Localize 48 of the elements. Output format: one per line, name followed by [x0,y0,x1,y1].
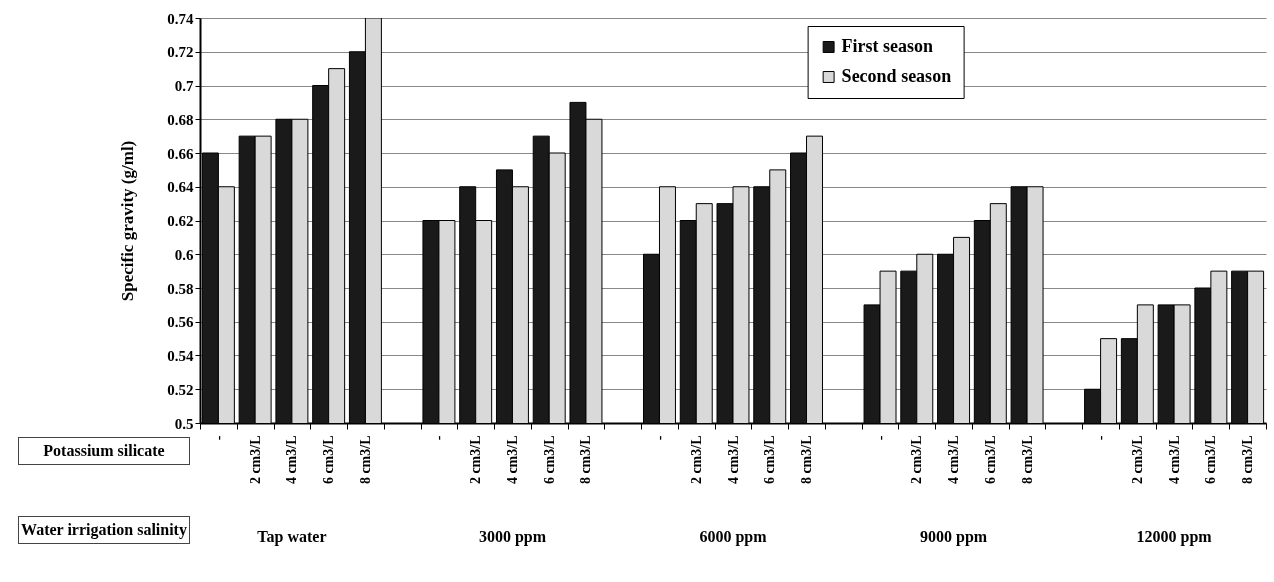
x-tick-label: 2 cm3/L [247,435,263,485]
text: 3000 ppm [478,528,546,546]
x-tick-label: 4 cm3/L [504,435,520,485]
x-tick-label: 6 cm3/L [321,435,337,485]
y-tick-label: 0.64 [167,179,194,196]
x-tick-label: - [210,435,226,441]
x-tick-label: - [1093,435,1109,441]
x-tick-label: - [872,435,888,441]
legend-label: Second season [841,66,952,86]
text: 6000 ppm [699,528,767,546]
x-tick-label: - [651,435,667,441]
x-tick-label: - [431,435,447,441]
x-tick-label: 6 cm3/L [541,435,557,485]
x-tick-label: 4 cm3/L [725,435,741,485]
text: Tap water [257,528,327,546]
y-tick-label: 0.7 [174,78,194,94]
legend-label: First season [841,36,934,56]
text: 12000 ppm [1136,528,1212,546]
x-tick-label: 4 cm3/L [1166,435,1182,485]
x-tick-label: 8 cm3/L [1019,435,1035,485]
x-tick-label: 8 cm3/L [1240,435,1256,485]
header-box: Water irrigation salinity [18,516,190,544]
x-tick-label: 2 cm3/L [1129,435,1145,485]
x-tick-label: 4 cm3/L [284,435,300,485]
x-tick-label: 8 cm3/L [799,435,815,485]
y-tick-label: 0.56 [167,314,194,331]
y-axis-title: Specific gravity (g/ml) [118,140,138,302]
y-tick-label: 0.68 [167,111,194,128]
y-tick-label: 0.74 [167,10,194,27]
x-tick-label: 6 cm3/L [982,435,998,485]
y-tick-label: 0.52 [167,381,194,398]
y-tick-label: 0.6 [174,246,194,263]
y-tick-label: 0.54 [167,348,194,364]
y-tick-label: 0.5 [174,415,194,432]
x-tick-label: 8 cm3/L [578,435,594,485]
x-tick-label: 2 cm3/L [688,435,704,485]
x-tick-label: 2 cm3/L [468,435,484,485]
x-tick-label: 8 cm3/L [357,435,373,485]
y-tick-label: 0.62 [167,213,194,229]
x-tick-label: 2 cm3/L [909,435,925,485]
header-box: Potassium silicate [18,437,190,465]
x-tick-label: 6 cm3/L [1203,435,1219,485]
text: 9000 ppm [919,528,988,546]
y-tick-label: 0.72 [167,44,194,61]
y-tick-label: 0.66 [167,145,194,162]
y-tick-label: 0.58 [167,280,194,297]
x-tick-label: 6 cm3/L [762,435,778,485]
x-tick-label: 4 cm3/L [946,435,962,485]
